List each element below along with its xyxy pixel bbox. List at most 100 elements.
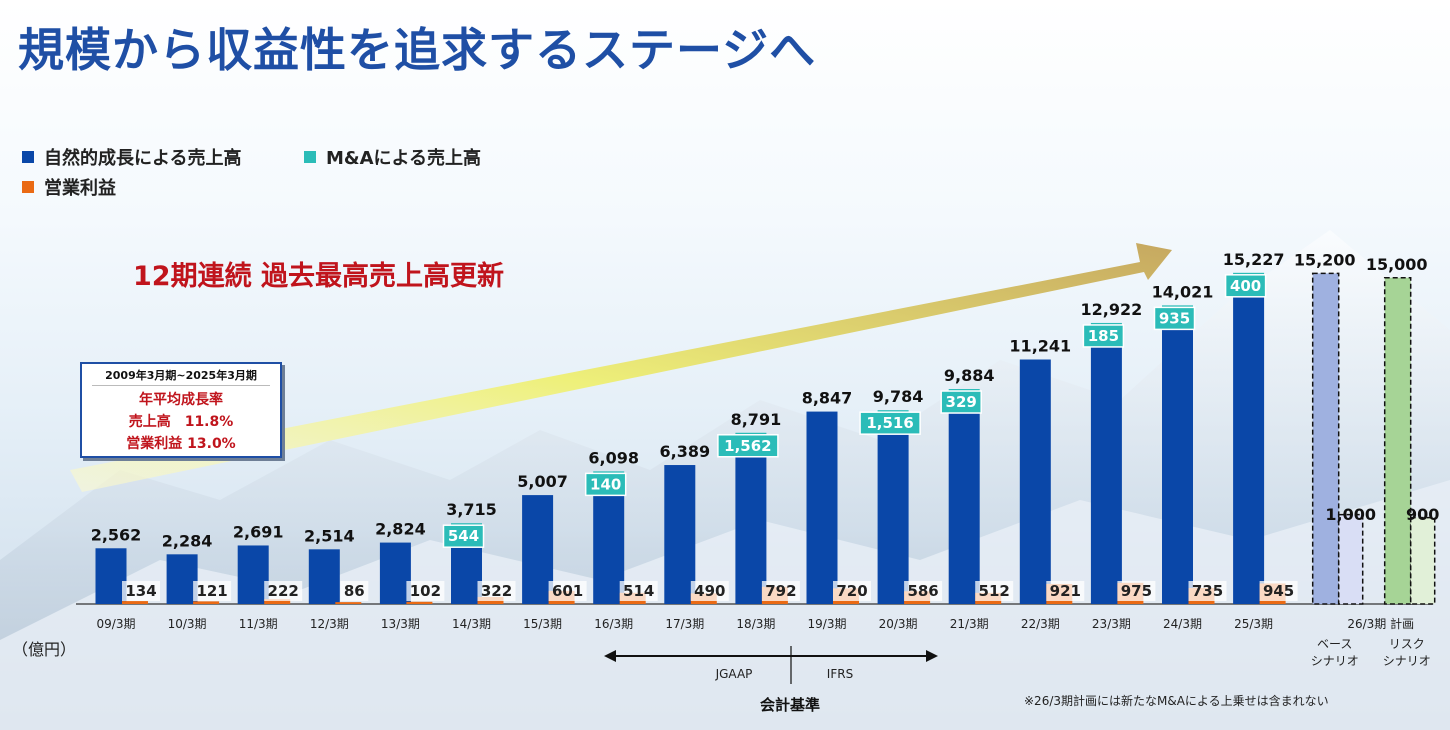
category-tick-label: 23/3期 <box>1092 617 1131 631</box>
total-sales-label: 3,715 <box>446 500 497 519</box>
growth-arrow <box>70 243 1172 492</box>
legend-swatch-op <box>22 181 34 193</box>
plan-scenario-label: リスク <box>1389 637 1425 651</box>
total-sales-label: 6,098 <box>588 448 639 467</box>
op-value-label: 86 <box>344 582 365 600</box>
bar-organic-sales <box>664 465 696 604</box>
bar-organic-sales <box>379 542 411 604</box>
ma-value-label: 1,562 <box>724 437 771 455</box>
op-value-bg <box>904 581 943 601</box>
total-sales-label: 2,284 <box>162 531 213 550</box>
op-value-bg <box>193 581 232 601</box>
ma-value-label: 329 <box>946 393 977 411</box>
category-tick-label: 25/3期 <box>1234 617 1273 631</box>
legend-item-op: 営業利益 <box>22 174 116 200</box>
ma-value-label: 185 <box>1088 327 1119 345</box>
ifrs-label: IFRS <box>827 667 853 681</box>
ma-value-label: 140 <box>590 475 621 493</box>
legend-swatch-organic <box>22 151 34 163</box>
cagr-sales: 売上高 11.8% <box>128 414 234 430</box>
category-tick-label: 21/3期 <box>950 617 989 631</box>
op-value-label: 586 <box>907 582 938 600</box>
bar-organic-sales <box>1233 281 1265 604</box>
ma-value-box <box>859 411 921 435</box>
ma-value-box <box>940 390 982 414</box>
op-value-label: 490 <box>694 582 725 600</box>
ma-value-box <box>1153 306 1196 331</box>
accounting-standard-arrow: JGAAP IFRS 会計基準 <box>604 646 938 714</box>
cagr-box: 2009年3月期~2025年3月期 年平均成長率 売上高 11.8% 営業利益 … <box>80 362 282 458</box>
op-value-label: 134 <box>125 582 156 600</box>
category-tick-label: 15/3期 <box>523 617 562 631</box>
category-tick-label: 19/3期 <box>808 617 847 631</box>
op-value-label: 322 <box>481 582 512 600</box>
ma-value-label: 1,516 <box>866 414 913 432</box>
plan-sales-bar <box>1383 277 1412 605</box>
total-sales-label: 12,922 <box>1081 300 1143 319</box>
footnote: ※26/3期計画には新たなM&Aによる上乗せは含まれない <box>1024 694 1329 708</box>
total-sales-label: 5,007 <box>517 472 568 491</box>
category-tick-label: 24/3期 <box>1163 617 1202 631</box>
unit-label: （億円） <box>12 640 77 659</box>
bar-organic-sales <box>806 411 838 604</box>
legend-label-ma: M&Aによる売上高 <box>326 148 481 169</box>
op-value-label: 514 <box>623 582 654 600</box>
jgaap-label: JGAAP <box>715 667 753 681</box>
total-sales-label: 6,389 <box>659 442 710 461</box>
bar-organic-sales <box>948 396 980 604</box>
op-value-bg <box>1046 581 1085 601</box>
total-sales-label: 8,791 <box>731 410 782 429</box>
plan-scenario-label: ベース <box>1317 637 1352 651</box>
bar-organic-sales <box>1162 319 1193 604</box>
category-tick-label: 20/3期 <box>879 617 918 631</box>
total-sales-label: 2,824 <box>375 520 426 539</box>
bar-operating-profit <box>406 601 433 604</box>
op-value-bg <box>975 581 1014 601</box>
op-value-bg <box>548 581 587 601</box>
op-value-label: 121 <box>196 582 227 600</box>
category-tick-label: 14/3期 <box>452 617 491 631</box>
op-value-label: 720 <box>836 582 867 600</box>
plan-sales-label: 15,200 <box>1294 250 1356 269</box>
accounting-standard-label: 会計基準 <box>760 696 820 714</box>
ma-value-label: 935 <box>1159 309 1190 327</box>
op-value-label: 792 <box>765 582 796 600</box>
plan-sales-bar <box>1311 272 1340 605</box>
page-title: 規模から収益性を追求するステージへ <box>18 23 817 77</box>
op-value-bg <box>477 581 516 601</box>
category-tick-label: 16/3期 <box>594 617 633 631</box>
cagr-title: 年平均成長率 <box>139 392 223 408</box>
total-sales-label: 8,847 <box>802 389 853 408</box>
op-value-bg <box>340 581 369 601</box>
ma-value-box <box>1224 274 1267 298</box>
bar-organic-sales <box>237 545 269 604</box>
op-value-bg <box>690 581 729 601</box>
bar-organic-sales <box>308 549 340 604</box>
category-tick-label: 09/3期 <box>97 617 136 631</box>
op-value-bg <box>122 581 160 601</box>
bar-organic-sales <box>735 446 767 604</box>
bar-organic-sales <box>1019 359 1051 604</box>
op-value-label: 601 <box>552 582 583 600</box>
category-tick-label: 13/3期 <box>381 617 420 631</box>
op-value-bg <box>264 581 303 601</box>
op-value-label: 945 <box>1263 582 1294 600</box>
op-value-bg <box>619 581 658 601</box>
legend-swatch-ma <box>304 151 316 163</box>
legend-label-op: 営業利益 <box>44 178 116 199</box>
total-sales-label: 9,884 <box>944 366 995 385</box>
ma-value-box <box>717 434 779 458</box>
op-value-label: 102 <box>410 582 441 600</box>
op-value-bg <box>1117 581 1156 601</box>
category-tick-label: 18/3期 <box>736 617 775 631</box>
ma-value-label: 544 <box>448 527 479 545</box>
total-sales-label: 2,514 <box>304 526 355 545</box>
ma-value-box <box>442 524 485 548</box>
headline: 12期連続 過去最高売上高更新 <box>133 261 504 292</box>
ma-value-label: 400 <box>1230 277 1261 295</box>
category-tick-label: 22/3期 <box>1021 617 1060 631</box>
category-tick-label: 10/3期 <box>168 617 207 631</box>
ma-value-box <box>584 472 627 497</box>
op-value-label: 512 <box>979 582 1010 600</box>
total-sales-label: 9,784 <box>873 387 924 406</box>
